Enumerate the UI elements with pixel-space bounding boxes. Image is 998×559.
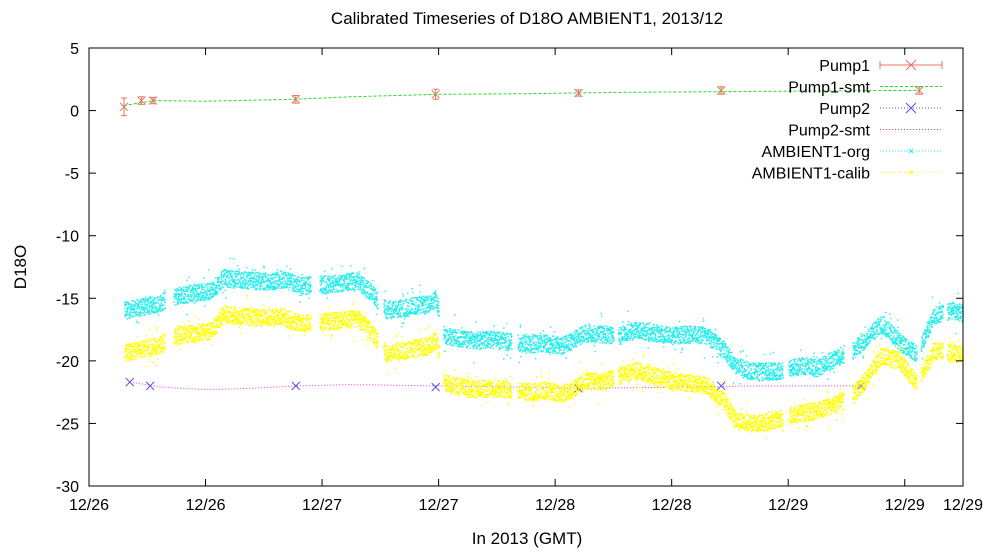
- legend-marker: [908, 148, 914, 154]
- legend: Pump1 Pump1-smt Pump2 Pump2-smt AMBIENT1-org…: [752, 58, 943, 183]
- data-point: [574, 88, 583, 98]
- legend-label: Pump2-smt: [788, 123, 870, 140]
- legend-label: Pump2: [819, 101, 870, 118]
- data-point: [431, 382, 441, 392]
- x-tick-label: 12/29: [768, 497, 808, 514]
- chart-title: Calibrated Timeseries of D18O AMBIENT1, …: [331, 9, 723, 28]
- x-tick-label: 12/29: [885, 497, 925, 514]
- y-tick-label: -30: [56, 479, 79, 496]
- x-axis: 12/26 12/26 12/27 12/27 12/28 12/28 12/29 12/29…: [69, 48, 983, 514]
- data-point: [291, 381, 301, 391]
- data-point: [119, 102, 129, 112]
- data-point: [145, 381, 155, 391]
- legend-marker: [905, 59, 917, 71]
- x-tick-label: 12/26: [186, 497, 226, 514]
- legend-label: AMBIENT1-org: [762, 144, 870, 161]
- y-tick-label: -5: [65, 166, 79, 183]
- y-tick-label: 5: [70, 41, 79, 58]
- x-tick-label: 12/27: [302, 497, 342, 514]
- y-axis-label: D18O: [11, 245, 30, 289]
- legend-marker: [908, 170, 914, 175]
- series-ambient1-calib: [124, 294, 965, 439]
- x-tick-label: 12/29: [943, 497, 983, 514]
- plot-area: [119, 86, 965, 439]
- legend-label: AMBIENT1-calib: [752, 166, 870, 183]
- data-point: [716, 381, 726, 391]
- legend-marker: [905, 102, 917, 114]
- legend-label: Pump1-smt: [788, 80, 870, 97]
- series-pump2-smt: [129, 381, 861, 391]
- x-tick-label: 12/28: [652, 497, 692, 514]
- y-tick-label: 0: [70, 104, 79, 121]
- x-tick-label: 12/26: [69, 497, 109, 514]
- series-points: [124, 294, 965, 439]
- y-tick-label: -10: [56, 229, 79, 246]
- x-axis-label: In 2013 (GMT): [472, 529, 583, 548]
- y-tick-label: -15: [56, 291, 79, 308]
- plot-frame: [88, 47, 964, 487]
- legend-label: Pump1: [819, 58, 870, 75]
- data-point: [137, 96, 146, 105]
- y-axis: 5 0 -5 -10 -15 -20 -25 -30: [56, 41, 963, 496]
- data-point: [125, 377, 135, 387]
- data-point: [716, 86, 726, 95]
- x-tick-label: 12/28: [535, 497, 575, 514]
- series-line: [129, 381, 861, 391]
- y-tick-label: -20: [56, 354, 79, 371]
- y-tick-label: -25: [56, 416, 79, 433]
- series-ambient1-org: [124, 257, 965, 385]
- data-point: [148, 96, 158, 105]
- series-points: [124, 257, 965, 385]
- x-tick-label: 12/27: [419, 497, 459, 514]
